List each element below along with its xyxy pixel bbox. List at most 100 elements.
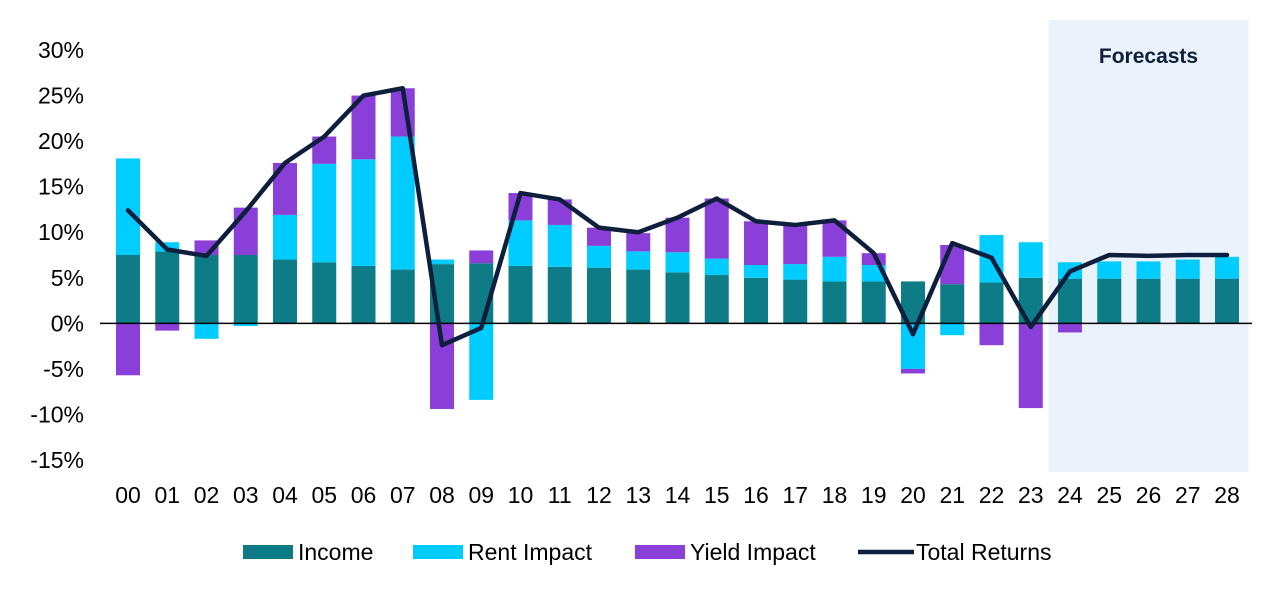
bar-rent-impact-17 [783, 264, 808, 280]
bar-yield-impact-13 [626, 233, 651, 252]
bar-income-05 [312, 262, 337, 324]
bar-rent-impact-14 [665, 252, 690, 273]
bar-income-28 [1215, 278, 1239, 324]
bar-rent-impact-11 [547, 224, 572, 267]
x-tick-label-19: 19 [861, 482, 887, 508]
forecast-label: Forecasts [1099, 45, 1198, 68]
bar-income-17 [783, 279, 808, 324]
legend-swatch-yield-impact [635, 545, 685, 559]
bar-income-16 [744, 277, 768, 324]
bar-income-25 [1097, 278, 1122, 324]
y-tick-label: 30% [38, 37, 84, 63]
x-tick-label-03: 03 [233, 482, 259, 508]
y-axis-ticks: -15% -10% -5% 0% 5% 10% 15% 20% 25% 30% [30, 37, 84, 473]
bar-income-27 [1175, 278, 1200, 324]
x-tick-label-17: 17 [782, 482, 808, 508]
bar-rent-impact-13 [626, 251, 651, 270]
x-tick-label-12: 12 [586, 482, 612, 508]
bar-rent-impact-27 [1175, 259, 1200, 279]
bar-rent-impact-03 [233, 323, 258, 327]
x-tick-label-23: 23 [1018, 482, 1044, 508]
bar-rent-impact-02 [194, 323, 219, 339]
bar-rent-impact-08 [430, 259, 454, 265]
bar-income-12 [587, 267, 611, 324]
x-tick-label-10: 10 [508, 482, 534, 508]
bar-income-02 [194, 255, 219, 324]
bar-income-19 [861, 281, 886, 324]
x-tick-label-21: 21 [939, 482, 965, 508]
y-tick-label: 15% [38, 174, 84, 200]
bar-income-06 [351, 265, 376, 324]
legend-label-income: Income [298, 539, 373, 565]
bar-income-15 [704, 275, 729, 324]
bar-yield-impact-20 [901, 368, 925, 374]
bar-rent-impact-04 [273, 214, 297, 260]
y-tick-label: 10% [38, 219, 84, 245]
bar-rent-impact-16 [744, 265, 768, 278]
forecast-band [1048, 20, 1249, 472]
y-tick-label: -15% [30, 447, 84, 473]
bar-yield-impact-17 [783, 224, 808, 265]
legend: Income Rent Impact Yield Impact Total Retur… [243, 539, 1052, 565]
bar-yield-impact-24 [1058, 323, 1082, 333]
x-tick-label-07: 07 [390, 482, 416, 508]
bar-income-26 [1136, 278, 1161, 324]
bar-income-01 [155, 251, 180, 324]
bars [116, 88, 1239, 409]
bar-income-07 [390, 269, 415, 324]
x-tick-label-08: 08 [429, 482, 455, 508]
bar-rent-impact-18 [822, 256, 847, 282]
bar-rent-impact-15 [704, 258, 729, 276]
bar-rent-impact-21 [940, 323, 965, 336]
x-tick-label-24: 24 [1057, 482, 1083, 508]
x-tick-label-26: 26 [1136, 482, 1162, 508]
x-tick-label-20: 20 [900, 482, 926, 508]
legend-label-total-returns: Total Returns [916, 539, 1052, 565]
line-total-returns [125, 86, 1230, 348]
y-tick-label: 25% [38, 83, 84, 109]
legend-label-rent-impact: Rent Impact [468, 539, 593, 565]
bar-yield-impact-01 [155, 323, 180, 331]
y-tick-label: -5% [43, 356, 84, 382]
bar-rent-impact-05 [312, 163, 337, 263]
x-tick-label-27: 27 [1175, 482, 1201, 508]
bar-income-13 [626, 269, 651, 324]
bar-rent-impact-09 [469, 323, 494, 400]
x-tick-label-09: 09 [468, 482, 494, 508]
bar-yield-impact-23 [1018, 323, 1043, 409]
bar-income-03 [233, 255, 258, 324]
x-tick-label-05: 05 [311, 482, 337, 508]
bar-rent-impact-12 [587, 245, 611, 268]
bar-yield-impact-12 [587, 227, 611, 246]
x-tick-label-18: 18 [822, 482, 848, 508]
bar-income-14 [665, 272, 690, 324]
bar-income-00 [116, 255, 140, 324]
x-tick-label-00: 00 [115, 482, 141, 508]
bar-rent-impact-28 [1215, 256, 1239, 279]
bar-income-11 [547, 266, 572, 324]
x-tick-label-04: 04 [272, 482, 298, 508]
bar-yield-impact-14 [665, 217, 690, 253]
bar-yield-impact-09 [469, 250, 494, 264]
bar-income-22 [979, 282, 1004, 324]
x-tick-label-14: 14 [665, 482, 691, 508]
bar-rent-impact-00 [116, 158, 140, 255]
legend-swatch-income [243, 545, 293, 559]
bar-rent-impact-26 [1136, 261, 1161, 279]
bar-rent-impact-06 [351, 159, 376, 266]
bar-yield-impact-22 [979, 323, 1004, 346]
bar-rent-impact-23 [1018, 242, 1043, 278]
x-tick-label-15: 15 [704, 482, 730, 508]
y-tick-label: 20% [38, 128, 84, 154]
x-axis-ticks: 00 01 02 03 04 05 06 07 08 09 10 11 12 13 14 15 16 17 18 19… [115, 482, 1240, 508]
bar-yield-impact-19 [861, 253, 886, 266]
legend-label-yield-impact: Yield Impact [690, 539, 816, 565]
bar-yield-impact-16 [744, 221, 768, 266]
bar-income-04 [273, 259, 297, 324]
x-tick-label-11: 11 [548, 482, 572, 508]
y-tick-label: -10% [30, 401, 84, 427]
bar-income-18 [822, 281, 847, 324]
y-tick-label: 5% [51, 265, 84, 291]
bar-yield-impact-15 [704, 198, 729, 259]
